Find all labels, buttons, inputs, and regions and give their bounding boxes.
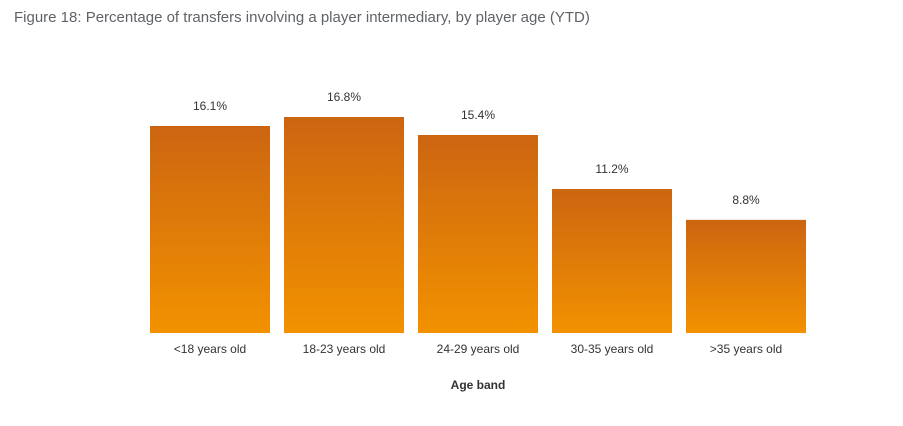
bar-5	[686, 219, 806, 333]
value-label-4: 11.2%	[595, 162, 628, 176]
category-label-3: 24-29 years old	[437, 342, 520, 356]
value-label-5: 8.8%	[732, 193, 760, 207]
bar-2	[284, 117, 404, 333]
category-label-5: >35 years old	[710, 342, 782, 356]
bar-4	[552, 189, 672, 333]
x-axis-title: Age band	[451, 378, 506, 392]
value-label-1: 16.1%	[193, 99, 227, 113]
category-label-4: 30-35 years old	[571, 342, 654, 356]
value-label-2: 16.8%	[327, 90, 361, 104]
figure-title: Figure 18: Percentage of transfers invol…	[14, 9, 590, 26]
bar-3	[418, 135, 538, 333]
category-label-1: <18 years old	[174, 342, 246, 356]
value-labels-group: 16.1% 16.8% 15.4% 11.2% 8.8%	[193, 90, 760, 207]
category-labels-group: <18 years old 18-23 years old 24-29 years …	[174, 342, 782, 356]
bar-1	[150, 126, 270, 333]
category-label-2: 18-23 years old	[303, 342, 386, 356]
value-label-3: 15.4%	[461, 108, 495, 122]
bars-group	[150, 117, 806, 333]
